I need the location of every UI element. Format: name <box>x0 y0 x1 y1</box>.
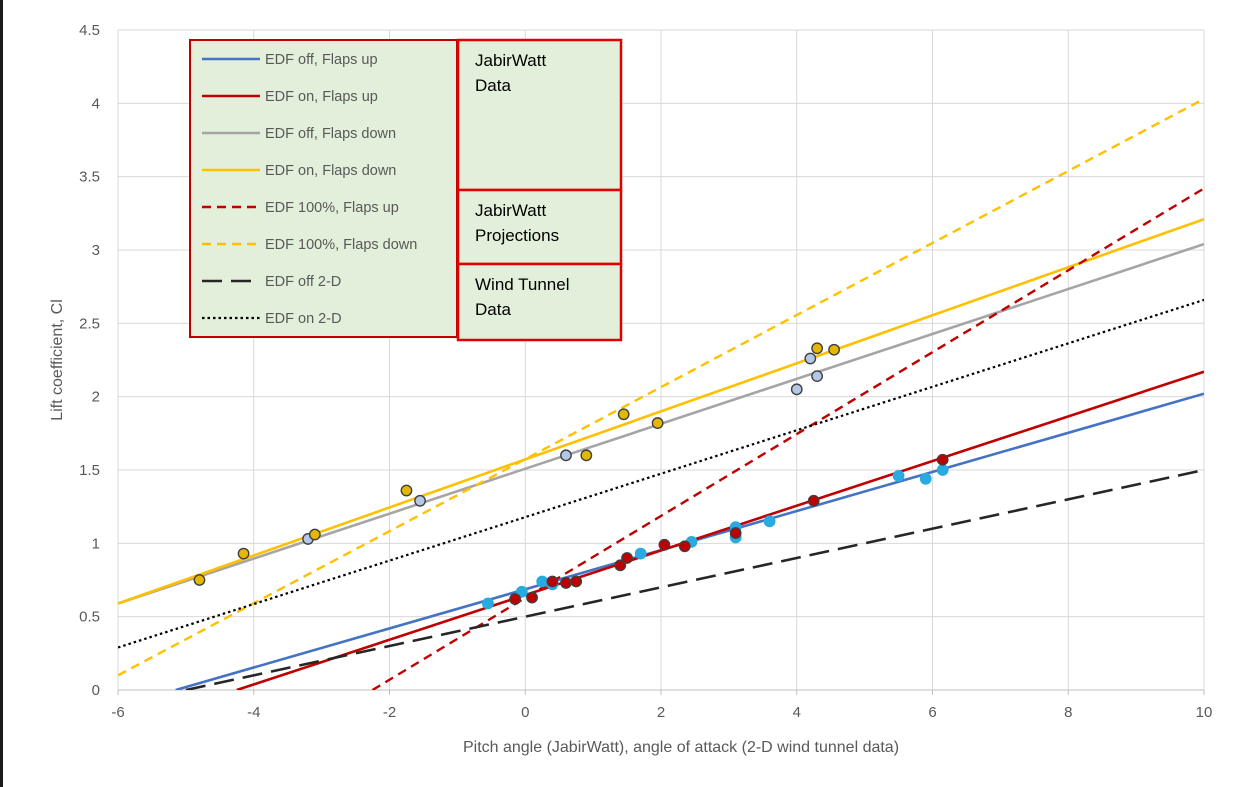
annotation-jabirwatt-projections-text: JabirWatt <box>475 201 546 220</box>
data-point-edf-off-flaps-up <box>537 576 547 586</box>
data-point-edf-off-flaps-down <box>561 450 571 460</box>
data-point-edf-on-flaps-up <box>547 576 557 586</box>
data-point-edf-on-flaps-down <box>812 343 822 353</box>
annotation-jabirwatt-data-text: JabirWatt <box>475 51 546 70</box>
annotation-jabirwatt-projections-text: Projections <box>475 226 559 245</box>
page-left-border <box>0 0 3 787</box>
y-tick-label: 3 <box>92 242 100 259</box>
y-tick-label: 2.5 <box>79 315 100 332</box>
series-line-edf-on-flaps-up <box>237 372 1204 690</box>
data-point-edf-on-flaps-up <box>561 578 571 588</box>
x-axis-title: Pitch angle (JabirWatt), angle of attack… <box>463 739 899 756</box>
annotation-boxes: JabirWatt Data JabirWatt Projections Wind Tu… <box>458 40 621 340</box>
data-point-edf-off-flaps-down <box>792 384 802 394</box>
legend-entry-label: EDF on, Flaps up <box>265 89 378 105</box>
data-point-edf-on-flaps-down <box>310 529 320 539</box>
annotation-wind-tunnel-data-text: Wind Tunnel <box>475 275 570 294</box>
annotation-jabirwatt-data-text: Data <box>475 76 511 95</box>
data-point-edf-off-flaps-down <box>415 496 425 506</box>
data-point-edf-on-flaps-up <box>730 528 740 538</box>
y-tick-label: 1 <box>92 535 100 552</box>
data-point-edf-on-flaps-up <box>527 592 537 602</box>
data-point-edf-off-flaps-up <box>937 465 947 475</box>
x-tick-label: -6 <box>111 704 124 721</box>
y-tick-label: 2 <box>92 389 100 406</box>
legend: EDF off, Flaps up EDF on, Flaps up EDF off… <box>190 40 457 337</box>
x-tick-label: -4 <box>247 704 260 721</box>
data-point-edf-on-flaps-down <box>829 345 839 355</box>
data-point-edf-on-flaps-up <box>571 576 581 586</box>
data-point-edf-on-flaps-up <box>659 540 669 550</box>
x-tick-label: 4 <box>793 704 801 721</box>
x-tick-label: 6 <box>928 704 936 721</box>
data-point-edf-off-flaps-up <box>893 471 903 481</box>
legend-box <box>190 40 457 337</box>
data-point-edf-off-flaps-up <box>483 598 493 608</box>
legend-entry-label: EDF on, Flaps down <box>265 163 396 179</box>
data-point-edf-on-flaps-down <box>652 418 662 428</box>
y-tick-label: 4.5 <box>79 22 100 39</box>
data-point-edf-on-flaps-up <box>622 553 632 563</box>
y-tick-label: 1.5 <box>79 462 100 479</box>
x-tick-label: 2 <box>657 704 665 721</box>
legend-entry-label: EDF off, Flaps down <box>265 126 396 142</box>
data-point-edf-on-flaps-up <box>510 594 520 604</box>
data-point-edf-off-flaps-up <box>921 474 931 484</box>
x-tick-label: 10 <box>1196 704 1213 721</box>
data-point-edf-on-flaps-down <box>618 409 628 419</box>
y-axis-title: Lift coefficient, Cl <box>49 299 66 421</box>
x-tick-label: -2 <box>383 704 396 721</box>
data-point-edf-on-flaps-up <box>809 496 819 506</box>
y-tick-label: 4 <box>92 95 100 112</box>
y-tick-label: 0 <box>92 682 100 699</box>
data-point-edf-off-flaps-down <box>805 353 815 363</box>
legend-entry-label: EDF off, Flaps up <box>265 52 378 68</box>
data-point-edf-on-flaps-down <box>194 575 204 585</box>
data-point-edf-on-flaps-down <box>581 450 591 460</box>
data-point-edf-on-flaps-up <box>937 455 947 465</box>
y-tick-label: 3.5 <box>79 169 100 186</box>
data-point-edf-on-flaps-up <box>680 541 690 551</box>
data-point-edf-off-flaps-up <box>635 548 645 558</box>
y-tick-label: 0.5 <box>79 609 100 626</box>
legend-entry-label: EDF 100%, Flaps down <box>265 237 417 253</box>
data-point-edf-off-flaps-down <box>812 371 822 381</box>
series-line-edf-off-2-d <box>186 470 1204 690</box>
legend-entry-label: EDF on 2-D <box>265 311 342 327</box>
data-point-edf-on-flaps-down <box>238 548 248 558</box>
data-point-edf-on-flaps-down <box>401 485 411 495</box>
legend-entry-label: EDF 100%, Flaps up <box>265 200 399 216</box>
x-tick-label: 0 <box>521 704 529 721</box>
annotation-wind-tunnel-data-text: Data <box>475 300 511 319</box>
data-point-edf-off-flaps-up <box>764 516 774 526</box>
legend-entry-label: EDF off 2-D <box>265 274 341 290</box>
x-tick-label: 8 <box>1064 704 1072 721</box>
